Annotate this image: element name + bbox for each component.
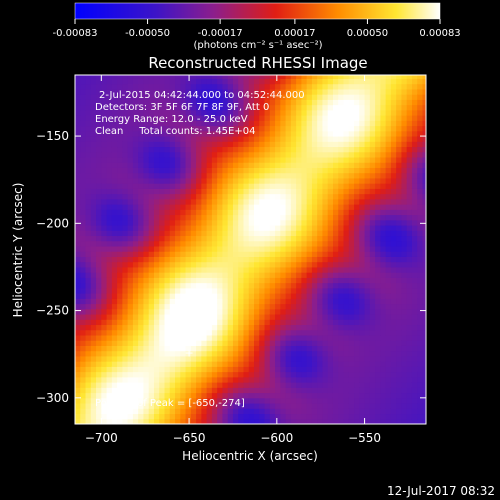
info-annotations: 2-Jul-2015 04:42:44.000 to 04:52:44.000 … (95, 90, 305, 137)
x-axis-label: Heliocentric X (arcsec) (182, 449, 318, 463)
y-tick-label: −300 (36, 391, 69, 405)
colorbar-tick-label: 0.00017 (274, 28, 315, 39)
x-axis: −700 −650 −600 −550 (85, 75, 381, 445)
x-tick-label: −600 (260, 431, 293, 445)
chart-title: Reconstructed RHESSI Image (148, 54, 367, 72)
y-axis: −150 −200 −250 −300 (36, 129, 426, 405)
plot-frame (74, 74, 427, 425)
colorbar-tick-label: -0.00050 (125, 28, 170, 39)
x-tick-label: −550 (348, 431, 381, 445)
y-tick-label: −150 (36, 129, 69, 143)
time-range-annotation: 2-Jul-2015 04:42:44.000 to 04:52:44.000 (99, 90, 305, 101)
y-axis-label: Heliocentric Y (arcsec) (11, 183, 25, 318)
x-tick-label: −650 (173, 431, 206, 445)
colorbar-tick-label: -0.00017 (198, 28, 243, 39)
detectors-annotation: Detectors: 3F 5F 6F 7F 8F 9F, Att 0 (95, 102, 269, 113)
peak-marker: + (184, 346, 193, 359)
colorbar-tick-label: 0.00050 (347, 28, 388, 39)
colorbar-unit-label: (photons cm⁻² s⁻¹ asec⁻²) (193, 40, 322, 51)
clean-counts-annotation: Clean Total counts: 1.45E+04 (95, 126, 255, 137)
colorbar: -0.00083 -0.00050 -0.00017 0.00017 0.00050 0.… (53, 2, 461, 51)
colorbar-ticks: -0.00083 -0.00050 -0.00017 0.00017 0.00050 0.… (53, 19, 461, 39)
x-tick-label: −700 (85, 431, 118, 445)
heatmap-cells: + (75, 75, 426, 424)
peak-position-label: Position of Peak = [-650,-274] (95, 398, 245, 409)
y-tick-label: −200 (36, 216, 69, 230)
colorbar-tick-label: 0.00083 (419, 28, 460, 39)
energy-range-annotation: Energy Range: 12.0 - 25.0 keV (95, 114, 248, 125)
colorbar-tick-label: -0.00083 (53, 28, 98, 39)
y-tick-label: −250 (36, 304, 69, 318)
colorbar-gradient (74, 2, 441, 20)
timestamp: 12-Jul-2017 08:32 (387, 484, 495, 498)
